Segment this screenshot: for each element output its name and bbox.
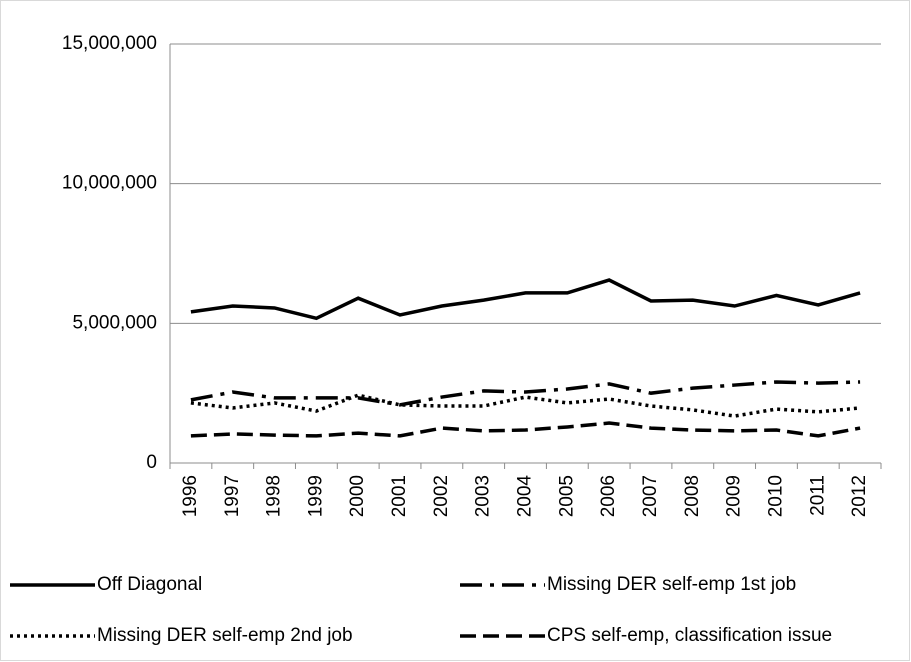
legend-label: Missing DER self-emp 2nd job [97,625,353,646]
series-line [190,393,861,418]
x-tick-label: 2003 [473,475,494,517]
legend-label: Missing DER self-emp 1st job [547,574,796,595]
x-tick-label: 2012 [849,475,870,517]
x-tick-label: 2008 [682,475,703,517]
x-tick-label: 2011 [807,475,828,516]
x-tick-label: 2004 [515,475,536,518]
x-tick-label: 2001 [389,475,410,517]
x-tick-label: 2006 [598,475,619,517]
x-tick-label: 2000 [347,475,368,517]
x-tick-label: 2009 [724,475,745,517]
x-tick-label: 2007 [640,475,661,517]
series-line [190,421,861,438]
y-tick-label: 0 [146,452,157,473]
series-line [190,278,861,321]
x-tick-label: 2010 [765,475,786,517]
legend-label: CPS self-emp, classification issue [547,625,832,646]
x-tick-label: 1998 [264,475,285,517]
y-tick-label: 15,000,000 [62,33,157,54]
series-line [190,380,861,407]
legend-label: Off Diagonal [97,574,202,595]
x-tick-label: 2005 [556,475,577,517]
y-tick-label: 5,000,000 [72,312,157,333]
x-tick-label: 1997 [222,475,243,517]
y-tick-label: 10,000,000 [62,173,157,194]
x-tick-label: 1996 [180,475,201,517]
x-tick-label: 2002 [431,475,452,517]
x-tick-label: 1999 [305,475,326,517]
